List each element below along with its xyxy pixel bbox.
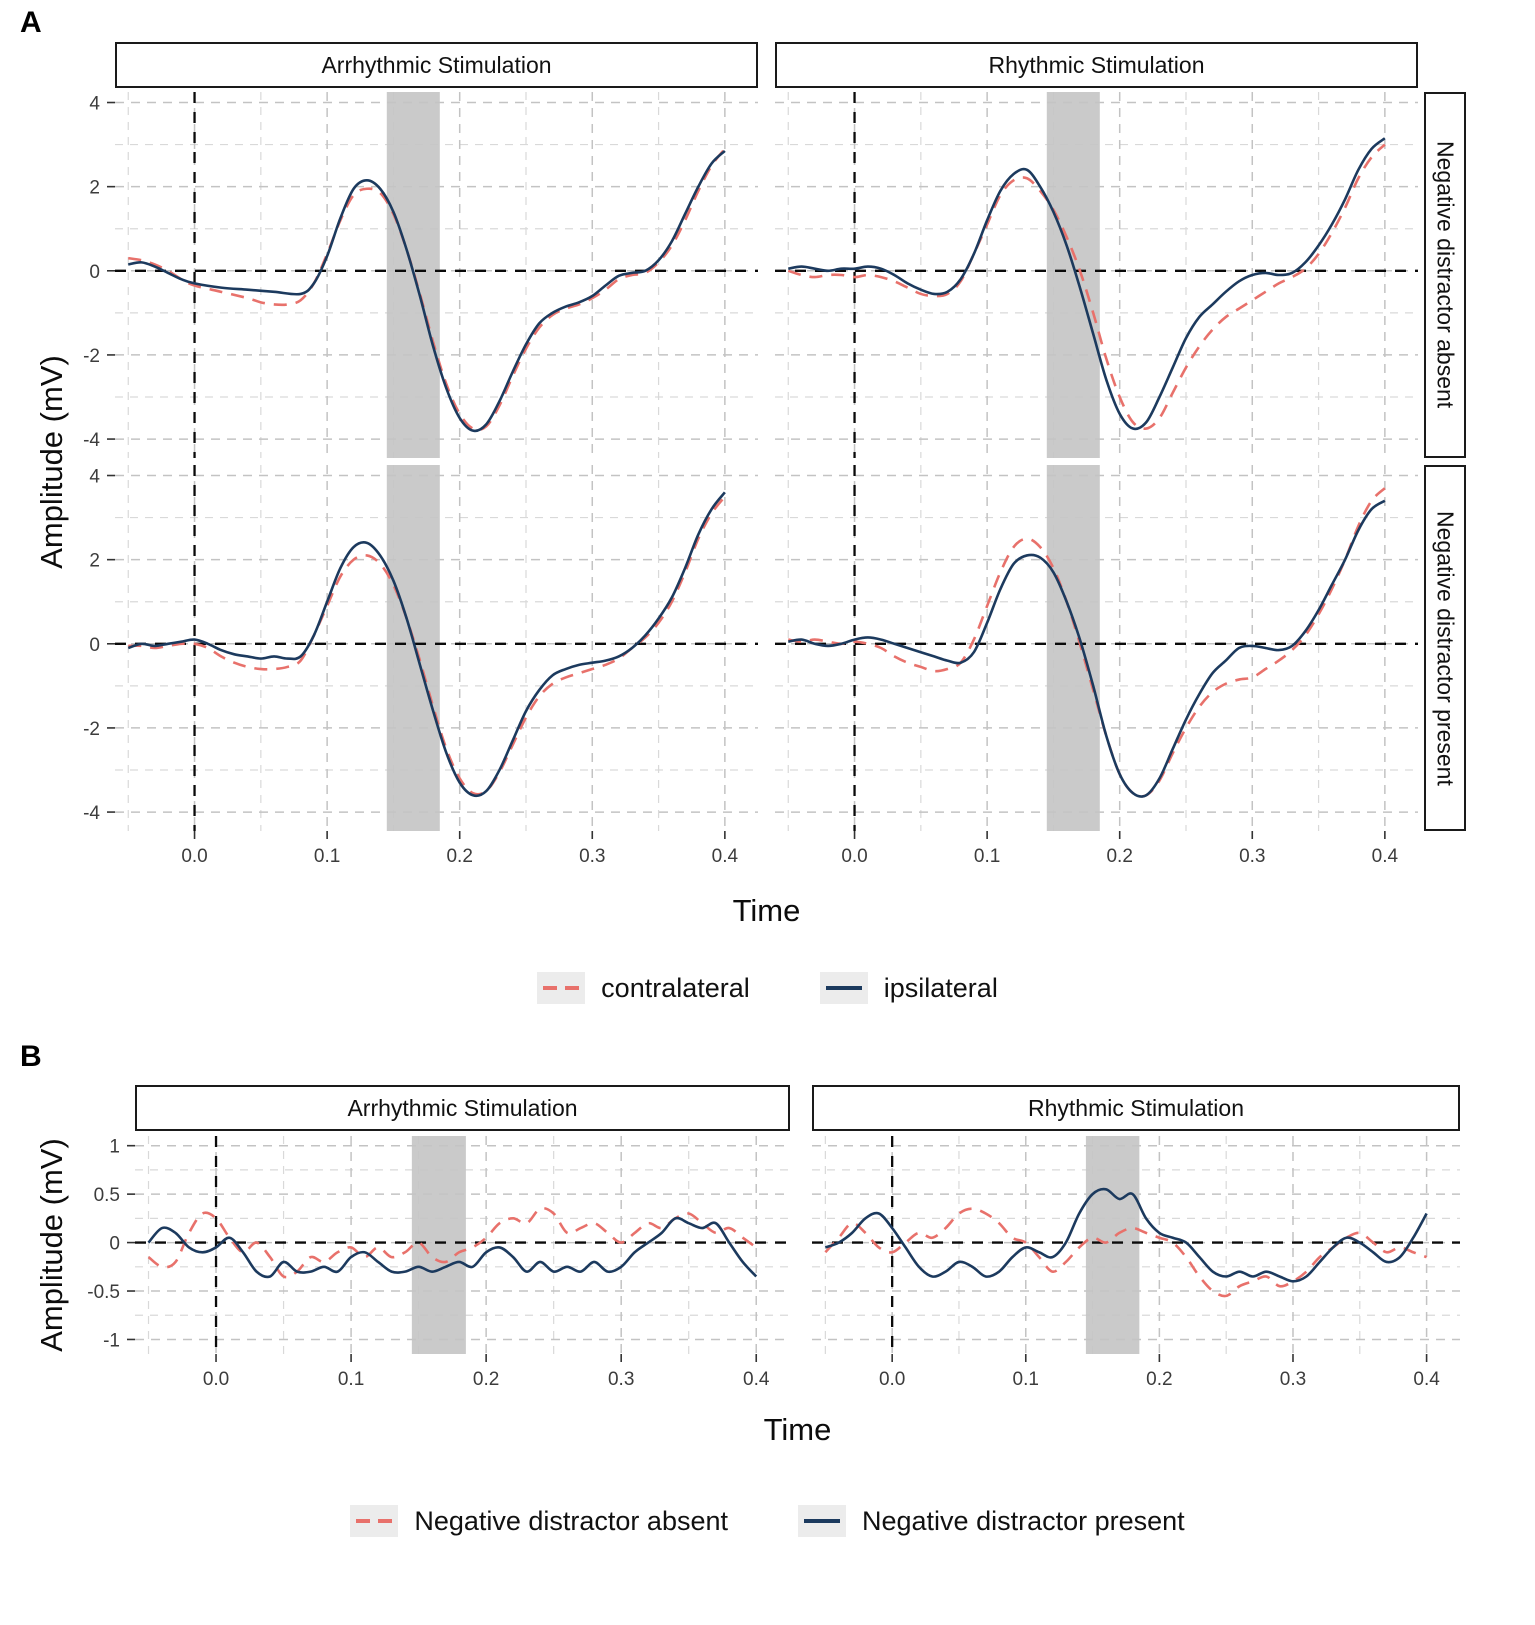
svg-text:2: 2 xyxy=(89,178,100,199)
svg-text:0.0: 0.0 xyxy=(203,1369,229,1390)
legend-key xyxy=(537,972,586,1004)
facet-strip-label: Rhythmic Stimulation xyxy=(1027,1094,1245,1121)
svg-text:0.1: 0.1 xyxy=(1013,1369,1039,1390)
facet-strip-row-present: Negative distractor present xyxy=(1424,465,1466,831)
panel-b-x-axis-title: Time xyxy=(763,1412,832,1447)
facet-strip-row-absent: Negative distractor absent xyxy=(1424,92,1466,458)
legend-label: contralateral xyxy=(601,972,750,1003)
svg-text:0.2: 0.2 xyxy=(446,846,472,867)
svg-text:0.4: 0.4 xyxy=(1372,846,1399,867)
svg-text:0.0: 0.0 xyxy=(879,1369,905,1390)
legend-item-distractor-absent: Negative distractor absent xyxy=(350,1505,728,1537)
facet-strip-a-arrhythmic: Arrhythmic Stimulation xyxy=(115,42,758,88)
svg-text:0.4: 0.4 xyxy=(1413,1369,1440,1390)
svg-text:-0.5: -0.5 xyxy=(87,1282,120,1303)
facet-strip-label: Arrhythmic Stimulation xyxy=(347,1094,578,1121)
svg-text:0.1: 0.1 xyxy=(974,846,1000,867)
svg-text:0.2: 0.2 xyxy=(1106,846,1132,867)
svg-text:0.5: 0.5 xyxy=(94,1185,120,1206)
svg-text:0.3: 0.3 xyxy=(579,846,605,867)
svg-text:4: 4 xyxy=(89,467,100,488)
panel-a-legend: contralateral ipsilateral xyxy=(0,972,1535,1004)
svg-text:1: 1 xyxy=(109,1137,120,1158)
legend-item-ipsilateral: ipsilateral xyxy=(819,972,998,1004)
legend-key xyxy=(798,1505,846,1537)
svg-text:2: 2 xyxy=(89,551,100,572)
distractor-present-line-icon xyxy=(804,1519,840,1523)
legend-key xyxy=(819,972,868,1004)
facet-strip-b-arrhythmic: Arrhythmic Stimulation xyxy=(135,1085,790,1131)
subplot-a-arrhythmic-absent: -4 -2 0 2 4 xyxy=(83,92,758,458)
svg-text:0.4: 0.4 xyxy=(743,1369,770,1390)
panel-b-legend: Negative distractor absent Negative dist… xyxy=(0,1505,1535,1537)
facet-strip-a-rhythmic: Rhythmic Stimulation xyxy=(775,42,1418,88)
facet-strip-label: Arrhythmic Stimulation xyxy=(321,51,552,78)
subplot-b-arrhythmic: 0.0 0.1 0.2 0.3 0.4 -1 -0.5 0 0.5 1 xyxy=(87,1136,790,1390)
svg-text:0.1: 0.1 xyxy=(338,1369,364,1390)
svg-text:-2: -2 xyxy=(83,346,100,367)
legend-label: ipsilateral xyxy=(883,972,998,1003)
svg-text:0: 0 xyxy=(109,1234,120,1255)
svg-text:0.3: 0.3 xyxy=(1239,846,1265,867)
subplot-a-arrhythmic-present: 0.0 0.1 0.2 0.3 0.4 -4 -2 0 2 4 xyxy=(83,465,758,867)
legend-item-contralateral: contralateral xyxy=(537,972,750,1004)
svg-text:0.4: 0.4 xyxy=(712,846,739,867)
svg-text:4: 4 xyxy=(89,94,100,115)
subplot-b-rhythmic: 0.0 0.1 0.2 0.3 0.4 xyxy=(812,1136,1460,1390)
svg-text:0.0: 0.0 xyxy=(841,846,867,867)
facet-strip-label: Rhythmic Stimulation xyxy=(988,51,1205,78)
ipsilateral-line-icon xyxy=(825,986,862,990)
svg-text:-4: -4 xyxy=(83,430,100,451)
svg-text:0.3: 0.3 xyxy=(1280,1369,1306,1390)
panel-a-label: A xyxy=(20,6,42,39)
subplot-a-rhythmic-absent xyxy=(775,92,1418,458)
svg-text:-2: -2 xyxy=(83,719,100,740)
panel-a-x-axis-title: Time xyxy=(732,893,801,928)
subplot-a-rhythmic-present: 0.0 0.1 0.2 0.3 0.4 xyxy=(775,465,1418,867)
svg-text:0: 0 xyxy=(89,635,100,656)
contralateral-line-icon xyxy=(543,986,580,990)
facet-strip-b-rhythmic: Rhythmic Stimulation xyxy=(812,1085,1460,1131)
legend-key xyxy=(350,1505,399,1537)
panel-a-y-axis-title: Amplitude (mV) xyxy=(34,355,69,569)
facet-strip-label: Negative distractor absent xyxy=(1432,141,1459,409)
svg-text:0: 0 xyxy=(89,262,100,283)
legend-label: Negative distractor absent xyxy=(414,1505,728,1536)
legend-item-distractor-present: Negative distractor present xyxy=(798,1505,1185,1537)
legend-label: Negative distractor present xyxy=(862,1505,1185,1536)
distractor-absent-line-icon xyxy=(356,1519,393,1523)
svg-text:0.0: 0.0 xyxy=(181,846,207,867)
panel-b-label: B xyxy=(20,1040,42,1073)
facet-strip-label: Negative distractor present xyxy=(1432,510,1459,786)
svg-text:0.2: 0.2 xyxy=(1146,1369,1172,1390)
svg-text:-4: -4 xyxy=(83,803,100,824)
svg-text:-1: -1 xyxy=(103,1330,120,1351)
panel-b-y-axis-title: Amplitude (mV) xyxy=(34,1138,69,1352)
svg-text:0.1: 0.1 xyxy=(314,846,340,867)
svg-text:0.2: 0.2 xyxy=(473,1369,499,1390)
svg-text:0.3: 0.3 xyxy=(608,1369,634,1390)
